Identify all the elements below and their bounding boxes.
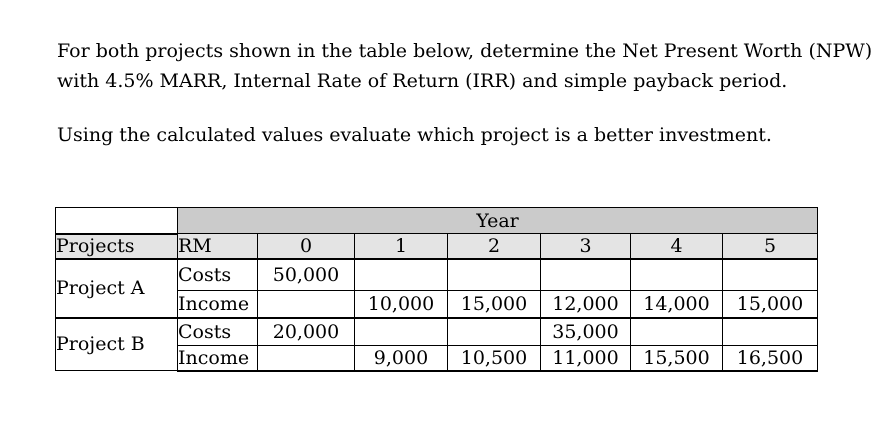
project-a-costs-label-cell: Costs (177, 258, 258, 291)
project-a-label-cell: Project A (55, 258, 178, 318)
project-b-income-year-3: 11,000 (540, 344, 631, 372)
problem-statement: For both projects shown in the table bel… (57, 36, 872, 96)
evaluation-instruction: Using the calculated values evaluate whi… (57, 120, 772, 150)
problem-statement-line-2: with 4.5% MARR, Internal Rate of Return … (57, 70, 788, 92)
project-a-costs-year-4 (630, 258, 723, 291)
project-b-income-year-1: 9,000 (354, 344, 448, 372)
project-b-costs-year-4 (630, 316, 723, 346)
project-cashflow-table: Year Projects RM 0 1 2 3 4 5 Project A C… (55, 207, 818, 372)
project-a-income-year-5: 15,000 (722, 289, 818, 318)
project-a-income-year-1: 10,000 (354, 289, 448, 318)
project-a-costs-year-2 (447, 258, 541, 291)
project-a-costs-year-1 (354, 258, 448, 291)
project-b-label-cell: Project B (55, 316, 178, 371)
column-header-year-3: 3 (540, 233, 631, 260)
project-a-income-year-4: 14,000 (630, 289, 723, 318)
project-b-costs-year-0: 20,000 (257, 316, 355, 346)
year-header-cell: Year (177, 207, 818, 234)
project-b-costs-year-5 (722, 316, 818, 346)
project-a-costs-year-3 (540, 258, 631, 291)
project-a-costs-row: Project A Costs 50,000 (55, 258, 818, 318)
column-header-row: Projects RM 0 1 2 3 4 5 (55, 232, 818, 260)
project-a-costs-year-5 (722, 258, 818, 291)
project-b-costs-year-2 (447, 316, 541, 346)
year-header-row: Year (55, 207, 818, 234)
project-b-income-year-0 (257, 344, 355, 372)
project-b-costs-year-3: 35,000 (540, 316, 631, 346)
evaluation-instruction-text: Using the calculated values evaluate whi… (57, 124, 772, 146)
project-b-income-label-cell: Income (177, 344, 258, 372)
column-header-year-1: 1 (354, 233, 448, 260)
project-b-costs-label-cell: Costs (177, 316, 258, 346)
project-a-income-year-2: 15,000 (447, 289, 541, 318)
column-header-rm: RM (177, 233, 258, 260)
column-header-projects: Projects (55, 232, 178, 260)
project-a-costs-year-0: 50,000 (257, 258, 355, 291)
project-a-income-year-0 (257, 289, 355, 318)
column-header-year-5: 5 (722, 233, 818, 260)
project-b-costs-year-1 (354, 316, 448, 346)
project-b-income-year-5: 16,500 (722, 344, 818, 372)
column-header-year-2: 2 (447, 233, 541, 260)
project-a-income-label-cell: Income (177, 289, 258, 318)
project-b-costs-row: Project B Costs 20,000 35,000 (55, 316, 818, 371)
project-a-income-year-3: 12,000 (540, 289, 631, 318)
column-header-year-0: 0 (257, 233, 355, 260)
column-header-year-4: 4 (630, 233, 723, 260)
project-b-income-row: Income 9,000 10,500 11,000 15,500 16,500 (56, 344, 818, 372)
table-corner-spacer (55, 207, 178, 234)
problem-statement-line-1: For both projects shown in the table bel… (57, 40, 873, 62)
project-b-income-year-2: 10,500 (447, 344, 541, 372)
project-b-income-year-4: 15,500 (630, 344, 723, 372)
